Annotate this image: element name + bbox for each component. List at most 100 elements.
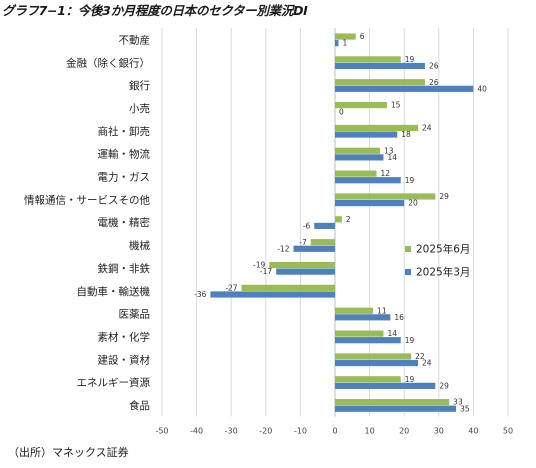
category-label: 素材・化学 xyxy=(98,330,151,343)
category-label: 電機・精密 xyxy=(98,216,151,229)
bar xyxy=(310,239,335,246)
bar xyxy=(335,382,436,389)
bar xyxy=(210,291,335,298)
category-label: エネルギー資源 xyxy=(77,376,151,389)
bar xyxy=(269,261,335,269)
bar xyxy=(335,199,405,207)
legend-swatch xyxy=(405,246,411,252)
data-label: 6 xyxy=(360,32,365,41)
bar xyxy=(335,62,425,70)
x-tick-label: 40 xyxy=(468,426,478,435)
data-label: 11 xyxy=(377,306,387,315)
category-label: 小売 xyxy=(129,102,150,115)
bar xyxy=(335,399,450,406)
data-label: 19 xyxy=(405,176,415,185)
bar xyxy=(335,353,412,360)
data-label: 33 xyxy=(453,398,463,407)
category-label: 食品 xyxy=(129,399,150,412)
x-tick-label: 30 xyxy=(434,426,444,435)
bar xyxy=(293,245,335,252)
bar xyxy=(335,314,391,321)
data-label: -36 xyxy=(194,290,206,299)
category-label: 運輸・物流 xyxy=(98,148,151,161)
data-label: 19 xyxy=(405,336,415,345)
x-tick-label: -40 xyxy=(190,426,203,435)
category-label: 医薬品 xyxy=(119,309,151,321)
category-label: 建設・資材 xyxy=(98,353,151,366)
data-label: 2 xyxy=(346,215,351,224)
data-label: 20 xyxy=(408,199,418,208)
chart-source: （出所）マネックス証券 xyxy=(8,446,129,459)
x-tick-label: 50 xyxy=(503,426,513,435)
bar xyxy=(335,79,425,86)
category-label: 自動車・輸送機 xyxy=(77,285,151,298)
bar xyxy=(335,330,384,337)
data-label: 26 xyxy=(429,62,439,71)
bar xyxy=(241,284,335,291)
bar xyxy=(335,33,356,40)
category-label: 商社・卸売 xyxy=(98,125,151,138)
bar xyxy=(335,307,374,314)
legend-swatch xyxy=(405,269,411,275)
data-label: 18 xyxy=(401,130,411,139)
bar xyxy=(335,177,401,184)
data-label: 12 xyxy=(381,169,391,178)
bar xyxy=(335,170,377,177)
data-label: 13 xyxy=(384,146,394,155)
bar xyxy=(335,216,342,223)
category-label: 金融（除く銀行） xyxy=(66,56,150,69)
category-label: 情報通信・サービスその他 xyxy=(24,193,150,206)
x-tick-label: -50 xyxy=(155,426,168,435)
data-label: -19 xyxy=(253,261,265,270)
x-tick-label: -30 xyxy=(225,426,238,435)
bar xyxy=(335,154,384,161)
data-label: 29 xyxy=(439,381,449,390)
x-tick-label: -10 xyxy=(294,426,307,435)
data-label: 35 xyxy=(460,404,470,413)
data-label: 29 xyxy=(439,192,449,201)
bar xyxy=(276,268,335,275)
data-label: 14 xyxy=(387,153,397,162)
bar xyxy=(335,359,419,367)
data-label: 26 xyxy=(429,78,439,87)
bar xyxy=(335,85,474,92)
bar xyxy=(335,405,457,412)
data-label: 19 xyxy=(405,375,415,384)
data-label: -7 xyxy=(299,238,307,247)
data-label: 40 xyxy=(477,84,487,93)
data-label: 24 xyxy=(422,359,432,368)
legend-label: 2025年6月 xyxy=(416,243,470,256)
data-label: 16 xyxy=(394,313,404,322)
data-label: -17 xyxy=(260,267,272,276)
data-label: 1 xyxy=(342,39,347,48)
legend-label: 2025年3月 xyxy=(416,266,470,279)
bar xyxy=(335,131,398,138)
data-label: -6 xyxy=(303,222,311,231)
data-label: 24 xyxy=(422,124,432,133)
bar xyxy=(335,147,380,154)
category-label: 不動産 xyxy=(119,33,151,46)
data-label: -27 xyxy=(225,283,237,292)
data-label: 14 xyxy=(387,329,397,338)
data-label: 19 xyxy=(405,55,415,64)
bar xyxy=(335,124,419,132)
category-label: 電力・ガス xyxy=(98,171,151,184)
bar xyxy=(335,337,401,344)
x-tick-label: 20 xyxy=(399,426,409,435)
bar xyxy=(335,56,401,63)
bar xyxy=(335,193,436,200)
bar xyxy=(335,376,401,383)
bar xyxy=(335,101,387,109)
category-label: 機械 xyxy=(129,239,150,252)
category-label: 鉄鋼・非鉄 xyxy=(98,262,151,275)
data-label: 15 xyxy=(391,101,401,110)
category-label: 銀行 xyxy=(129,79,150,92)
x-tick-label: 0 xyxy=(332,426,337,435)
x-tick-label: 10 xyxy=(365,426,375,435)
data-label: -12 xyxy=(277,244,289,253)
bar xyxy=(335,40,339,47)
chart-title: グラフ7−1：今後3か月程度の日本のセクター別業況DI xyxy=(2,3,308,18)
bar xyxy=(314,222,335,230)
data-label: 22 xyxy=(415,352,425,361)
